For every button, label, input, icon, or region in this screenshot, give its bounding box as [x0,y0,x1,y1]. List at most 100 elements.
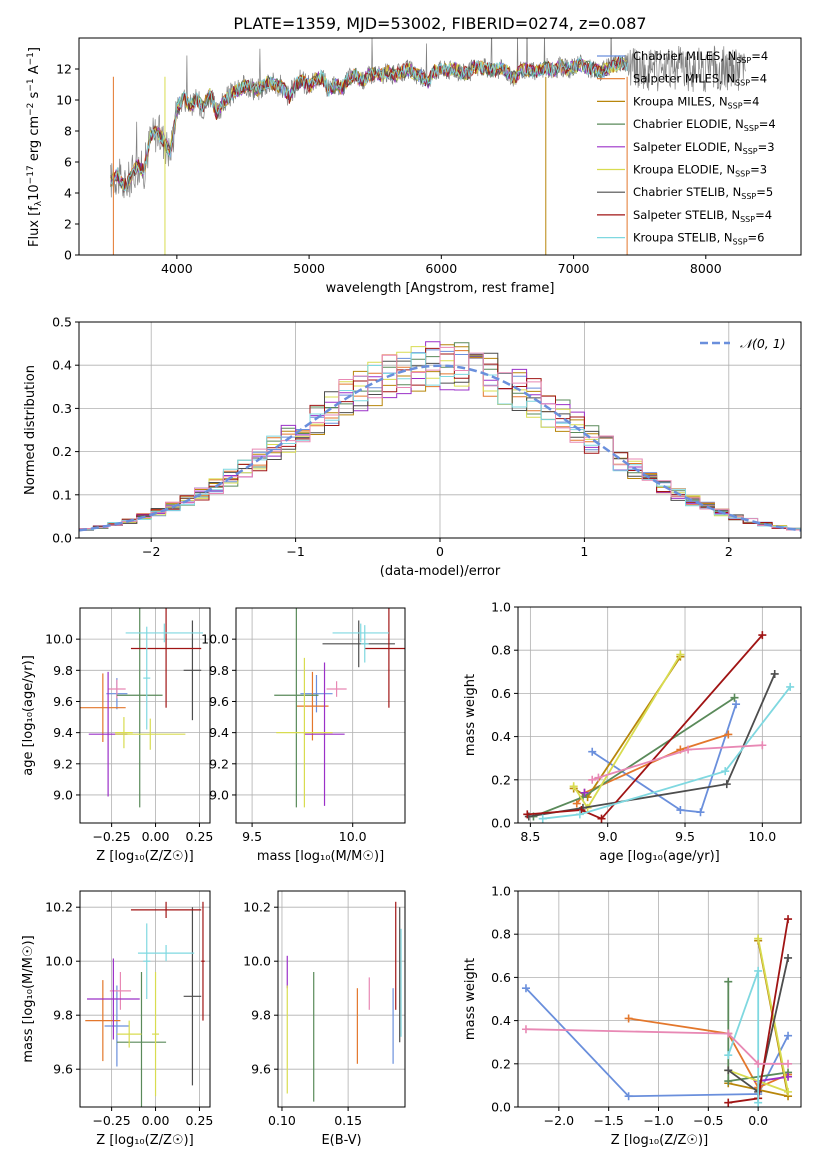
y-tick-label: 4 [64,186,72,201]
x-tick-label: 0.25 [186,829,214,844]
figure-title: PLATE=1359, MJD=53002, FIBERID=0274, z=0… [233,14,646,33]
y-tick-label: 0.3 [52,401,72,416]
y-tick-label: 8 [64,124,72,139]
y-axis-label: Normed distribution [23,365,38,495]
axes-age-vs-mass: 9.5 10.0 9.0 9.2 9.4 9.6 9.8 10.0 mass [log₁₀(M/… [201,607,406,864]
weight-point [784,1087,793,1096]
y-tick-label: 0.2 [52,444,72,459]
legend-entry: Chabrier STELIB, NSSP=5 [633,185,773,201]
plot-area [286,901,402,1102]
weight-line [542,686,791,820]
weight-point [754,1059,763,1068]
x-tick-label: 8000 [690,261,722,276]
x-tick-label: 0.0 [748,1113,768,1128]
y-tick-label: 9.8 [209,663,229,678]
y-tick-label: 9.8 [53,663,73,678]
weight-point [754,966,763,975]
weight-point [676,650,685,659]
y-tick-label: 0.8 [491,643,511,658]
weight-point [575,810,584,819]
weight-point [770,669,779,678]
y-tick-label: 9.6 [209,694,229,709]
weight-point [724,977,733,986]
x-tick-label: 9.5 [242,829,262,844]
axes-frame [517,890,802,1108]
axes-weight-vs-Z: −2.0 −1.5 −1.0 −0.5 0.0 0.0 0.2 0.4 0.6 0.8 1.0 Z [… [463,884,802,1148]
weight-point [538,814,547,823]
y-tick-label: 10.2 [243,900,271,915]
weight-point [786,682,795,691]
weight-point [754,1098,763,1107]
weight-point [724,1051,733,1060]
weight-point [784,953,793,962]
y-tick-label: 0.0 [491,1100,511,1115]
weight-line [591,744,763,781]
y-tick-label: 9.4 [209,725,229,740]
y-tick-label: 1.0 [491,600,511,615]
y-axis-label: mass weight [463,958,478,1040]
x-tick-label: 9.0 [598,829,618,844]
x-tick-label: 8.5 [520,829,540,844]
x-axis-label: Z [log₁₀(Z/Z☉)] [611,1133,708,1148]
weight-point [521,984,530,993]
x-tick-label: 0.00 [142,1113,170,1128]
y-tick-label: 9.2 [53,756,73,771]
plot-area [521,915,793,1107]
y-tick-label: 12 [56,62,72,77]
weight-point [588,775,597,784]
weight-point [758,631,767,640]
x-axis-label: age [log₁₀(age/yr)] [599,849,720,864]
y-tick-label: 10.0 [45,632,73,647]
x-tick-label: 0.00 [142,829,170,844]
y-tick-label: 10 [56,93,72,108]
y-tick-label: 0.0 [52,531,72,546]
plot-area [274,608,405,808]
x-tick-label: 0.15 [334,1113,362,1128]
weight-point [684,745,693,754]
weight-line [628,1017,789,1089]
plot-area [110,38,746,255]
y-tick-label: 10.0 [243,954,271,969]
y-tick-label: 6 [64,155,72,170]
y-tick-label: 9.8 [251,1008,271,1023]
y-tick-label: 0.2 [491,772,511,787]
y-tick-label: 0.1 [52,487,72,502]
axes-mass-vs-Z: −0.25 0.00 0.25 9.6 9.8 10.0 10.2 Z [log₁₀(Z/Z☉… [21,890,213,1148]
y-tick-label: 0.4 [491,1013,511,1028]
y-tick-label: 9.2 [209,756,229,771]
weight-line [525,1028,788,1065]
weight-point [588,747,597,756]
grid [80,608,210,823]
y-axis-label: mass weight [463,674,478,756]
y-tick-label: 0.6 [491,686,511,701]
weight-point [721,767,730,776]
x-tick-label: −2 [142,544,160,559]
weight-line [573,656,682,799]
y-tick-label: 10.2 [45,900,73,915]
x-tick-label: 6000 [425,261,457,276]
legend: Chabrier MILES, NSSP=4 Salpeter MILES, NS… [597,49,776,247]
x-tick-label: 1 [580,544,588,559]
weight-point [724,730,733,739]
axes-frame [79,890,211,1108]
weight-point [676,806,685,815]
weight-point [597,814,606,823]
legend-entry: Chabrier MILES, NSSP=4 [633,49,768,65]
x-tick-label: 5000 [293,261,325,276]
weight-line [591,703,737,814]
x-tick-label: −1.5 [593,1113,623,1128]
x-tick-label: 2 [725,544,733,559]
x-tick-label: −1 [286,544,304,559]
x-tick-label: 10.0 [339,829,367,844]
weight-point [724,1077,733,1086]
legend-entry: Salpeter MILES, NSSP=4 [633,72,767,88]
y-tick-label: 9.8 [53,1008,73,1023]
x-tick-label: 4000 [161,261,193,276]
y-tick-label: 2 [64,217,72,232]
y-tick-label: 0 [64,248,72,263]
x-tick-label: 9.5 [675,829,695,844]
weight-point [696,808,705,817]
model-spectrum-line [110,56,627,193]
weight-point [594,773,603,782]
